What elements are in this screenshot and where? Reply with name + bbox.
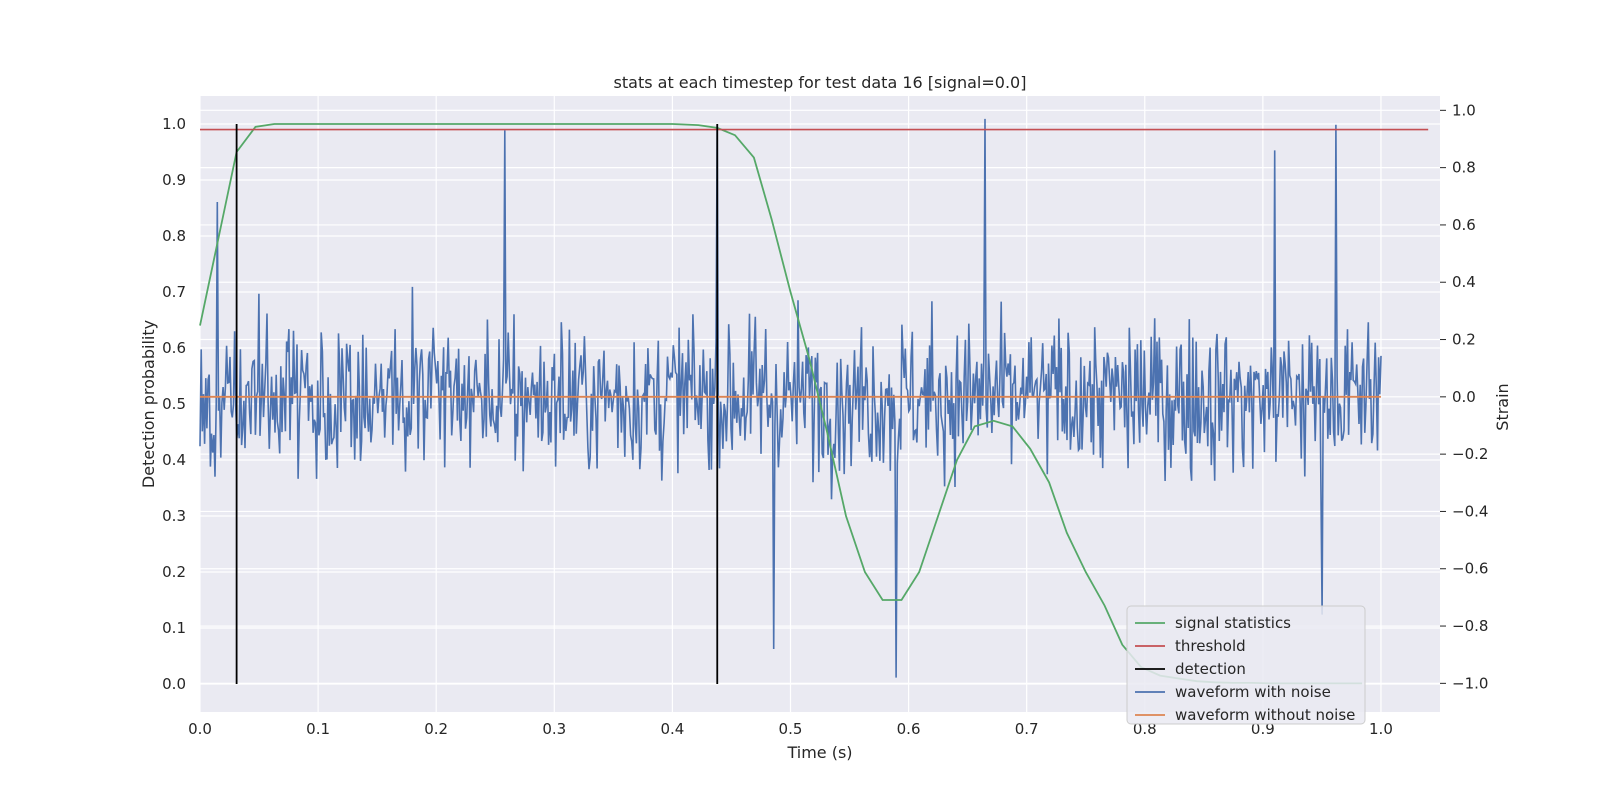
legend-label: signal statistics [1175, 614, 1291, 632]
y-tick-label: 0.1 [162, 619, 186, 637]
y-right-tick-label: −0.6 [1452, 560, 1488, 578]
x-tick-label: 1.0 [1369, 720, 1393, 738]
y-tick-label: 0.0 [162, 675, 186, 693]
y-tick-label: 0.2 [162, 563, 186, 581]
legend-label: detection [1175, 660, 1246, 678]
y-right-tick-label: −0.4 [1452, 502, 1488, 520]
x-tick-label: 0.7 [1015, 720, 1039, 738]
y-axis-label-right: Strain [1493, 383, 1512, 430]
legend-box [1126, 605, 1366, 725]
legend: signal statistics threshold detection wavef… [1126, 605, 1366, 725]
y-right-tick-label: −0.8 [1452, 617, 1488, 635]
legend-label: threshold [1175, 637, 1246, 655]
x-tick-label: 0.2 [424, 720, 448, 738]
y-right-tick-label: 0.2 [1452, 331, 1476, 349]
y-tick-label: 0.4 [162, 451, 186, 469]
y-tick-label: 0.5 [162, 395, 186, 413]
legend-label: waveform without noise [1175, 706, 1355, 724]
y-right-tick-label: 0.0 [1452, 388, 1476, 406]
y-tick-label: 0.7 [162, 283, 186, 301]
x-axis-label: Time (s) [786, 743, 852, 762]
legend-label: waveform with noise [1175, 683, 1331, 701]
y-right-tick-label: −0.2 [1452, 445, 1488, 463]
y-right-tick-label: −1.0 [1452, 674, 1488, 692]
chart-title: stats at each timestep for test data 16 … [614, 73, 1027, 92]
y-tick-label: 0.6 [162, 339, 186, 357]
y-tick-label: 1.0 [162, 115, 186, 133]
x-tick-label: 0.5 [779, 720, 803, 738]
y-right-tick-label: 0.6 [1452, 216, 1476, 234]
y-tick-label: 0.3 [162, 507, 186, 525]
ticks: 0.0 0.1 0.2 0.3 0.4 0.5 0.6 0.7 0.8 0.9 1.0 0.0 0.1 0… [162, 101, 1488, 738]
y-tick-label: 0.9 [162, 171, 186, 189]
x-tick-label: 0.0 [188, 720, 212, 738]
y-right-tick-label: 1.0 [1452, 101, 1476, 119]
x-tick-label: 0.6 [897, 720, 921, 738]
x-tick-label: 0.4 [660, 720, 684, 738]
x-tick-label: 0.3 [542, 720, 566, 738]
y-axis-label: Detection probability [139, 320, 158, 488]
x-tick-label: 0.1 [306, 720, 330, 738]
waveform-with-noise-line [199, 118, 1382, 678]
y-right-tick-label: 0.4 [1452, 273, 1476, 291]
y-tick-label: 0.8 [162, 227, 186, 245]
y-right-tick-label: 0.8 [1452, 159, 1476, 177]
